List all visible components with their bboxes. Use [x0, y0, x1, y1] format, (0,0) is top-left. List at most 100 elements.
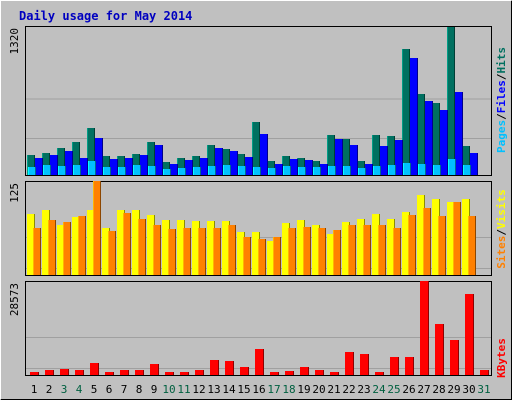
files-bar-day-29	[455, 92, 463, 175]
kbytes-bar-day-25	[390, 357, 399, 375]
day-label-8: 8	[136, 383, 143, 396]
sites-bar-day-7	[123, 213, 131, 275]
sites-bar-day-28	[438, 216, 446, 275]
sites-bar-day-16	[258, 239, 266, 275]
files-bar-day-5	[95, 138, 103, 175]
sites-bar-day-29	[453, 202, 461, 275]
sites-bar-day-25	[393, 228, 401, 275]
sites-bar-day-30	[468, 216, 476, 275]
legend-separator: /	[495, 73, 508, 80]
pages-bar-day-22	[343, 166, 351, 175]
panel-frame	[25, 281, 492, 376]
chart-title: Daily usage for May 2014	[19, 9, 192, 23]
kbytes-bar-day-6	[105, 372, 114, 375]
day-label-19: 19	[297, 383, 310, 396]
legend-visits_sites: Sites/Visits	[495, 189, 508, 269]
day-label-7: 7	[121, 383, 128, 396]
files-bar-day-21	[335, 139, 343, 175]
sites-bar-day-8	[138, 219, 146, 275]
pages-bar-day-8	[133, 165, 141, 175]
series-sites	[33, 181, 476, 275]
pages-bar-day-20	[313, 167, 321, 175]
kbytes-bar-day-17	[270, 372, 279, 375]
pages-bar-day-21	[328, 166, 336, 175]
files-bar-day-28	[440, 110, 448, 175]
pages-bar-day-3	[58, 166, 66, 175]
kbytes-bar-day-11	[180, 372, 189, 375]
pages-bar-day-19	[298, 167, 306, 175]
files-bar-day-9	[155, 145, 163, 175]
sites-bar-day-26	[408, 215, 416, 275]
day-label-21: 21	[327, 383, 340, 396]
pages-bar-day-28	[433, 165, 441, 175]
day-label-5: 5	[91, 383, 98, 396]
files-bar-day-20	[320, 164, 328, 175]
files-bar-day-6	[110, 159, 118, 175]
series-kbytes	[30, 281, 489, 375]
kbytes-bar-day-16	[255, 349, 264, 375]
kbytes-bar-day-28	[435, 324, 444, 375]
kbytes-bar-day-10	[165, 372, 174, 375]
day-label-29: 29	[447, 383, 460, 396]
day-label-26: 26	[402, 383, 415, 396]
sites-bar-day-13	[213, 228, 221, 275]
hits-bar-day-26	[402, 49, 410, 175]
sites-bar-day-2	[48, 220, 56, 275]
day-label-31: 31	[477, 383, 490, 396]
kbytes-bar-day-18	[285, 371, 294, 375]
pages-bar-day-17	[268, 168, 276, 175]
kbytes-bar-day-13	[210, 360, 219, 375]
sites-bar-day-24	[378, 225, 386, 275]
sites-bar-day-18	[288, 228, 296, 275]
files-bar-day-25	[395, 140, 403, 175]
kbytes-bar-day-26	[405, 357, 414, 375]
kbytes-bar-day-29	[450, 340, 459, 375]
sites-bar-day-15	[243, 237, 251, 275]
day-label-2: 2	[46, 383, 53, 396]
pages-bar-day-25	[388, 165, 396, 175]
files-bar-day-8	[140, 155, 148, 175]
sites-bar-day-20	[318, 228, 326, 275]
pages-bar-day-9	[148, 166, 156, 175]
pages-bar-day-30	[463, 165, 471, 175]
files-bar-day-24	[380, 146, 388, 175]
sites-bar-day-23	[363, 225, 371, 275]
files-bar-day-16	[260, 134, 268, 175]
day-label-17: 17	[267, 383, 280, 396]
sites-bar-day-3	[63, 222, 71, 275]
legend-item-sites: Sites	[495, 236, 508, 269]
kbytes-bar-day-4	[75, 370, 84, 375]
kbytes-bar-day-30	[465, 294, 474, 375]
day-label-20: 20	[312, 383, 325, 396]
pages-bar-day-1	[28, 167, 36, 175]
legend-item-kbytes: KBytes	[495, 338, 508, 378]
sites-bar-day-12	[198, 228, 206, 275]
y-max-label: 1320	[8, 28, 21, 55]
panel-frame	[25, 26, 492, 176]
kbytes-bar-day-9	[150, 364, 159, 375]
sites-bar-day-4	[78, 216, 86, 275]
pages-bar-day-7	[118, 167, 126, 175]
kbytes-bar-day-1	[30, 372, 39, 375]
legend-item-hits: Hits	[495, 47, 508, 74]
y-max-label: 28573	[8, 283, 21, 316]
hits-bar-day-29	[447, 27, 455, 175]
pages-bar-day-16	[253, 167, 261, 175]
files-bar-day-23	[365, 164, 373, 175]
files-bar-day-3	[65, 151, 73, 175]
files-bar-day-27	[425, 101, 433, 175]
files-bar-day-4	[80, 158, 88, 175]
day-label-24: 24	[372, 383, 386, 396]
files-bar-day-26	[410, 58, 418, 175]
kbytes-bar-day-27	[420, 281, 429, 375]
pages-bar-day-13	[208, 166, 216, 175]
files-bar-day-19	[305, 160, 313, 175]
pages-bar-day-2	[43, 165, 51, 175]
day-label-16: 16	[252, 383, 265, 396]
sites-bar-day-27	[423, 208, 431, 275]
day-label-1: 1	[31, 383, 38, 396]
pages-bar-day-27	[418, 164, 426, 175]
day-label-12: 12	[192, 383, 205, 396]
